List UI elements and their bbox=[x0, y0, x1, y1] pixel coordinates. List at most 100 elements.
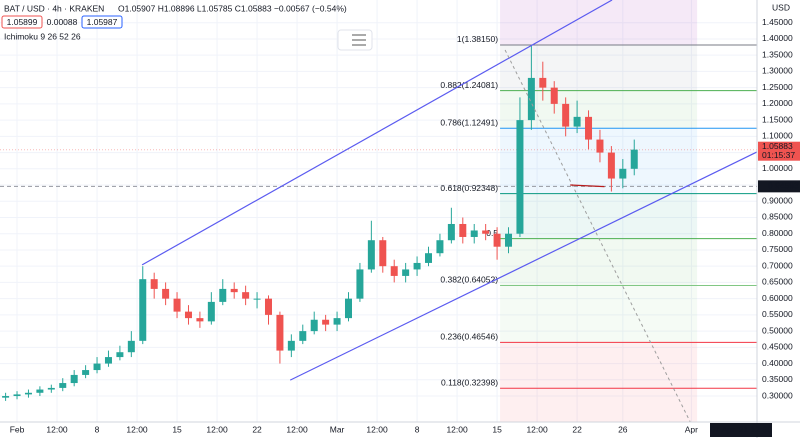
x-tick-label: 12:00 bbox=[206, 424, 228, 434]
y-tick-label: 1.30000 bbox=[762, 66, 793, 76]
bid: 1.05899 bbox=[7, 17, 38, 27]
candle-body bbox=[379, 240, 387, 267]
x-tick-label: Apr bbox=[685, 424, 698, 434]
toolbar[interactable] bbox=[337, 29, 373, 51]
candle-body bbox=[13, 394, 21, 397]
x-tick-label: 22 bbox=[252, 424, 262, 434]
fib-label: 0.5 bbox=[486, 228, 498, 238]
axes: 1.45000 1.40000 1.35000 1.30000 1.25000 1.200… bbox=[10, 17, 800, 437]
header: BAT / USD · 4h · KRAKEN O1.05907 H1.0889… bbox=[1, 3, 347, 41]
fib-top-zone bbox=[500, 0, 698, 45]
fib-label: 0.618(0.92348) bbox=[440, 183, 498, 193]
trend-line bbox=[289, 151, 758, 381]
candle-body bbox=[550, 87, 558, 104]
candle-body bbox=[367, 240, 375, 270]
x-tick-label: 12:00 bbox=[446, 424, 468, 434]
y-tick-label: 0.90000 bbox=[762, 196, 793, 206]
x-tick-label: 15 bbox=[492, 424, 502, 434]
y-tick-label: 1.20000 bbox=[762, 98, 793, 108]
y-tick-label: 1.00000 bbox=[762, 163, 793, 173]
currency-label: USD bbox=[772, 2, 790, 12]
x-tick-label: Feb bbox=[10, 424, 25, 434]
y-tick-label: 0.35000 bbox=[762, 374, 793, 384]
candle-body bbox=[70, 374, 78, 384]
x-tick-label: 12:00 bbox=[286, 424, 308, 434]
candle-body bbox=[173, 298, 181, 312]
trend-line bbox=[570, 184, 605, 188]
candle-body bbox=[356, 269, 364, 299]
candle-body bbox=[196, 318, 204, 322]
candle-body bbox=[24, 392, 32, 395]
candle-body bbox=[344, 298, 352, 319]
candle-body bbox=[390, 266, 398, 276]
candle-body bbox=[562, 103, 570, 127]
fib-label: 0.786(1.12491) bbox=[440, 118, 498, 128]
ask-box bbox=[81, 15, 123, 29]
candle-body bbox=[242, 292, 250, 299]
y-tick-label: 0.85000 bbox=[762, 212, 793, 222]
y-tick-label: 1.25000 bbox=[762, 82, 793, 92]
fib-zone bbox=[500, 342, 698, 389]
candle-body bbox=[596, 139, 604, 153]
trend-line bbox=[141, 0, 613, 266]
y-tick-label: 0.30000 bbox=[762, 390, 793, 400]
bid-box bbox=[1, 15, 43, 29]
symbol-title: BAT / USD · 4h · KRAKEN bbox=[4, 3, 104, 13]
candle-body bbox=[264, 298, 272, 315]
y-tick-label: 1.45000 bbox=[762, 17, 793, 27]
y-tick-label: 0.65000 bbox=[762, 277, 793, 287]
x-tick-label: 12:00 bbox=[126, 424, 148, 434]
last-price-label: 1.05883 bbox=[762, 141, 793, 151]
y-tick-label: 1.35000 bbox=[762, 49, 793, 59]
candle-body bbox=[619, 168, 627, 179]
y-tick-label: 1.15000 bbox=[762, 114, 793, 124]
x-tick-label: 8 bbox=[95, 424, 100, 434]
candle-body bbox=[253, 298, 261, 300]
candle-body bbox=[505, 233, 513, 247]
indicator-label: Ichimoku 9 26 52 26 bbox=[4, 31, 81, 41]
crosshair-box bbox=[758, 180, 800, 193]
candle-body bbox=[470, 230, 478, 237]
candle-body bbox=[104, 357, 112, 364]
ohlc-text: O1.05907 H1.08896 L1.05785 C1.05883 −0.0… bbox=[118, 3, 347, 13]
candle-body bbox=[425, 253, 433, 263]
plot-area: 1(1.38150) 0.882(1.24081) 0.786(1.12491) 0.… bbox=[0, 0, 758, 423]
candle-body bbox=[276, 314, 284, 351]
candle-body bbox=[184, 311, 192, 319]
x-tick-label: 12:00 bbox=[526, 424, 548, 434]
candle-body bbox=[630, 149, 638, 169]
candle-body bbox=[287, 340, 295, 351]
x-tick-label: 22 bbox=[572, 424, 582, 434]
candle-body bbox=[493, 233, 501, 247]
candle-body bbox=[127, 340, 135, 353]
candle-body bbox=[150, 279, 158, 289]
candle-body bbox=[82, 370, 90, 375]
candle-body bbox=[585, 116, 593, 140]
x-tick-label: 8 bbox=[415, 424, 420, 434]
candle-body bbox=[482, 230, 490, 234]
x-tick-label: 12:00 bbox=[46, 424, 68, 434]
x-tick-label: 12:00 bbox=[366, 424, 388, 434]
fib-label: 0.236(0.46546) bbox=[440, 332, 498, 342]
candle-body bbox=[516, 120, 524, 234]
y-tick-label: 0.45000 bbox=[762, 342, 793, 352]
ask: 1.05987 bbox=[87, 17, 118, 27]
x-tick-label: Mar bbox=[330, 424, 345, 434]
candle-body bbox=[47, 387, 55, 390]
last-price-box bbox=[758, 141, 800, 161]
candle-body bbox=[527, 77, 535, 121]
y-tick-label: 0.60000 bbox=[762, 293, 793, 303]
candle-body bbox=[607, 152, 615, 179]
candle-body bbox=[93, 363, 101, 371]
crosshair-time-box bbox=[710, 423, 772, 437]
crosshair-time-label: 07 Apr '21 12:00 bbox=[710, 424, 772, 434]
candle-body bbox=[333, 318, 341, 325]
candle-body bbox=[2, 396, 10, 398]
y-tick-label: 0.40000 bbox=[762, 358, 793, 368]
x-tick-label: 26 bbox=[618, 424, 628, 434]
candle-body bbox=[207, 301, 215, 322]
y-tick-label: 0.75000 bbox=[762, 244, 793, 254]
y-tick-label: 1.10000 bbox=[762, 131, 793, 141]
